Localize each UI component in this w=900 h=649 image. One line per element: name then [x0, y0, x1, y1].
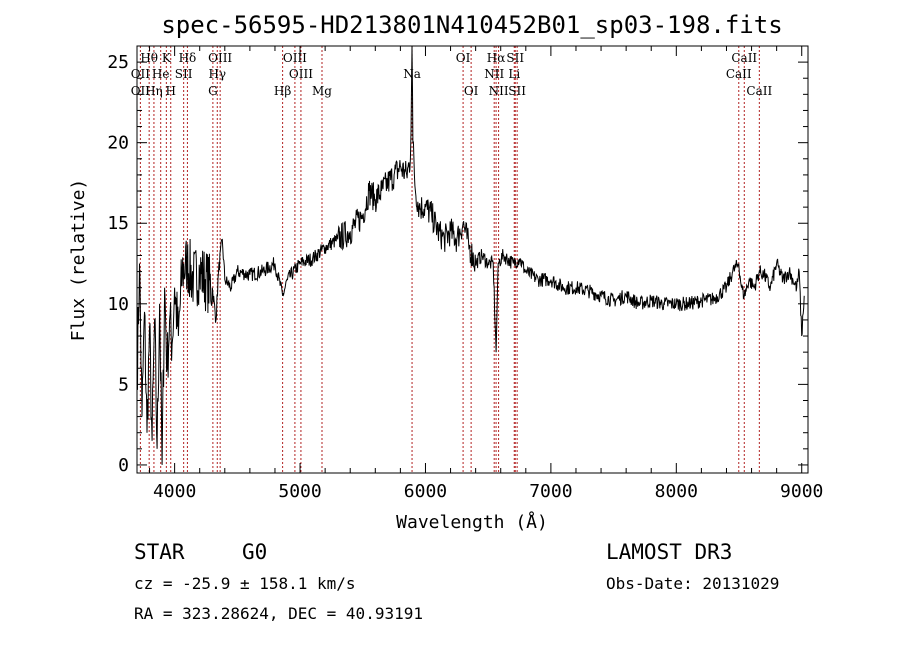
line-label-g: G	[208, 84, 218, 98]
x-tick-label: 7000	[529, 481, 572, 502]
x-tick-label: 9000	[780, 481, 823, 502]
line-label-oi: OI	[456, 51, 471, 65]
line-label-li: Li	[508, 67, 520, 81]
object-subclass: G0	[242, 540, 267, 564]
y-tick-label: 0	[118, 455, 129, 476]
line-label-hα: Hα	[487, 51, 506, 65]
x-tick-label: 4000	[153, 481, 196, 502]
line-label-caii: CaII	[726, 67, 752, 81]
line-label-sii: SII	[508, 84, 526, 98]
y-tick-label: 10	[107, 294, 129, 315]
y-tick-label: 15	[107, 213, 129, 234]
observation-date: Obs-Date: 20131029	[606, 574, 779, 593]
x-axis-label: Wavelength (Å)	[396, 511, 548, 533]
chart-title: spec-56595-HD213801N410452B01_sp03-198.f…	[161, 11, 782, 39]
y-axis-label: Flux (relative)	[68, 179, 89, 342]
line-label-hθ: Hθ	[140, 51, 158, 65]
line-label-oiii: OIII	[289, 67, 313, 81]
line-label-nii: NII	[489, 84, 509, 98]
line-label-hδ: Hδ	[179, 51, 197, 65]
line-label-caii: CaII	[731, 51, 757, 65]
x-tick-label: 8000	[655, 481, 698, 502]
line-label-hβ: Hβ	[274, 84, 291, 98]
line-label-k: K	[162, 51, 172, 65]
line-label-oii: OII	[131, 84, 151, 98]
line-label-h: H	[166, 84, 176, 98]
y-axis: 0 5 10 15 20 25	[107, 52, 808, 476]
x-tick-label: 6000	[404, 481, 447, 502]
line-label-he: He	[152, 67, 170, 81]
line-label-caii: CaII	[746, 84, 772, 98]
y-tick-label: 20	[107, 133, 129, 154]
line-label-hγ: Hγ	[208, 67, 226, 81]
line-label-mg: Mg	[312, 84, 332, 98]
x-axis: 4000 5000 6000 7000 8000 9000	[149, 46, 823, 502]
spectral-line-markers	[139, 46, 760, 473]
line-label-hη: Hη	[145, 84, 163, 98]
survey-name: LAMOST DR3	[606, 540, 732, 564]
y-tick-label: 5	[118, 374, 129, 395]
coordinates: RA = 323.28624, DEC = 40.93191	[134, 604, 423, 623]
line-label-sii: SII	[506, 51, 524, 65]
line-label-oiii: OIII	[283, 51, 307, 65]
plot-frame	[136, 45, 809, 474]
line-label-nii: NII	[484, 67, 504, 81]
line-label-oii: OII	[131, 67, 151, 81]
spectrum-line	[136, 45, 805, 465]
line-label-sii: SII	[175, 67, 193, 81]
line-label-oi: OI	[464, 84, 479, 98]
x-tick-label: 5000	[278, 481, 321, 502]
redshift-velocity: cz = -25.9 ± 158.1 km/s	[134, 574, 356, 593]
line-label-oiii: OIII	[208, 51, 232, 65]
object-class: STAR	[134, 540, 185, 564]
y-tick-label: 25	[107, 52, 129, 73]
